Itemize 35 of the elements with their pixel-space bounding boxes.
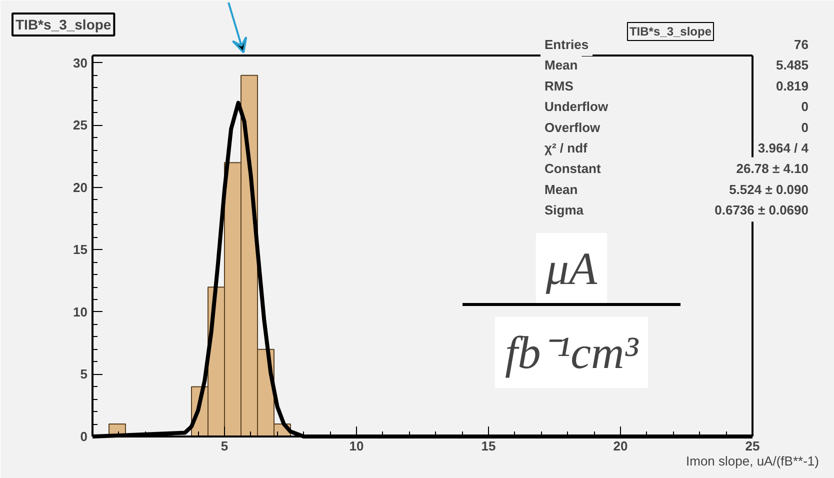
y-tick-label: 15	[73, 242, 88, 258]
annotation: 5.524 ± 0.090	[729, 182, 808, 197]
y-tick-label: 25	[73, 118, 88, 133]
annotation: Mean	[544, 58, 578, 73]
annotation: Overflow	[544, 120, 602, 135]
text: 76	[794, 37, 809, 52]
x-axis-title: Imon slope, uA/(fB**-1)	[686, 454, 819, 468]
annotation: RMS	[544, 78, 574, 94]
x-tick-label: 5	[220, 438, 228, 454]
annotation: Constant	[544, 161, 602, 176]
annotation: χ² / ndf	[544, 140, 588, 156]
text: 3.964 / 4	[758, 140, 810, 156]
text: 0	[801, 120, 809, 135]
x-tick-label: 15	[481, 438, 496, 454]
annotation: fb⁻¹cm³	[505, 327, 640, 378]
y-tick-label: 20	[73, 180, 88, 195]
y-tick-label: 30	[73, 55, 88, 70]
x-tick-label: 20	[613, 438, 628, 454]
text: Entries	[544, 37, 589, 52]
chart-title: TIB*s_3_slope	[16, 16, 112, 32]
x-tick-label: 25	[745, 438, 760, 454]
x-tick-label: 10	[349, 438, 364, 454]
text: 5.485	[776, 58, 809, 73]
text: TIB*s_3_slope	[629, 24, 712, 38]
annotation: Sigma	[544, 202, 584, 218]
annotation: 26.78 ± 4.10	[736, 161, 809, 176]
y-tick-label: 5	[80, 366, 88, 382]
annotation: 0.6736 ± 0.0690	[714, 202, 809, 218]
annotation: Underflow	[544, 99, 609, 114]
y-tick-label: 0	[80, 429, 88, 444]
text: 0	[801, 99, 809, 114]
annotation: Mean	[544, 182, 578, 197]
y-tick-label: 10	[73, 304, 88, 320]
text: 0.819	[776, 78, 809, 94]
annotation: μA	[544, 243, 598, 294]
